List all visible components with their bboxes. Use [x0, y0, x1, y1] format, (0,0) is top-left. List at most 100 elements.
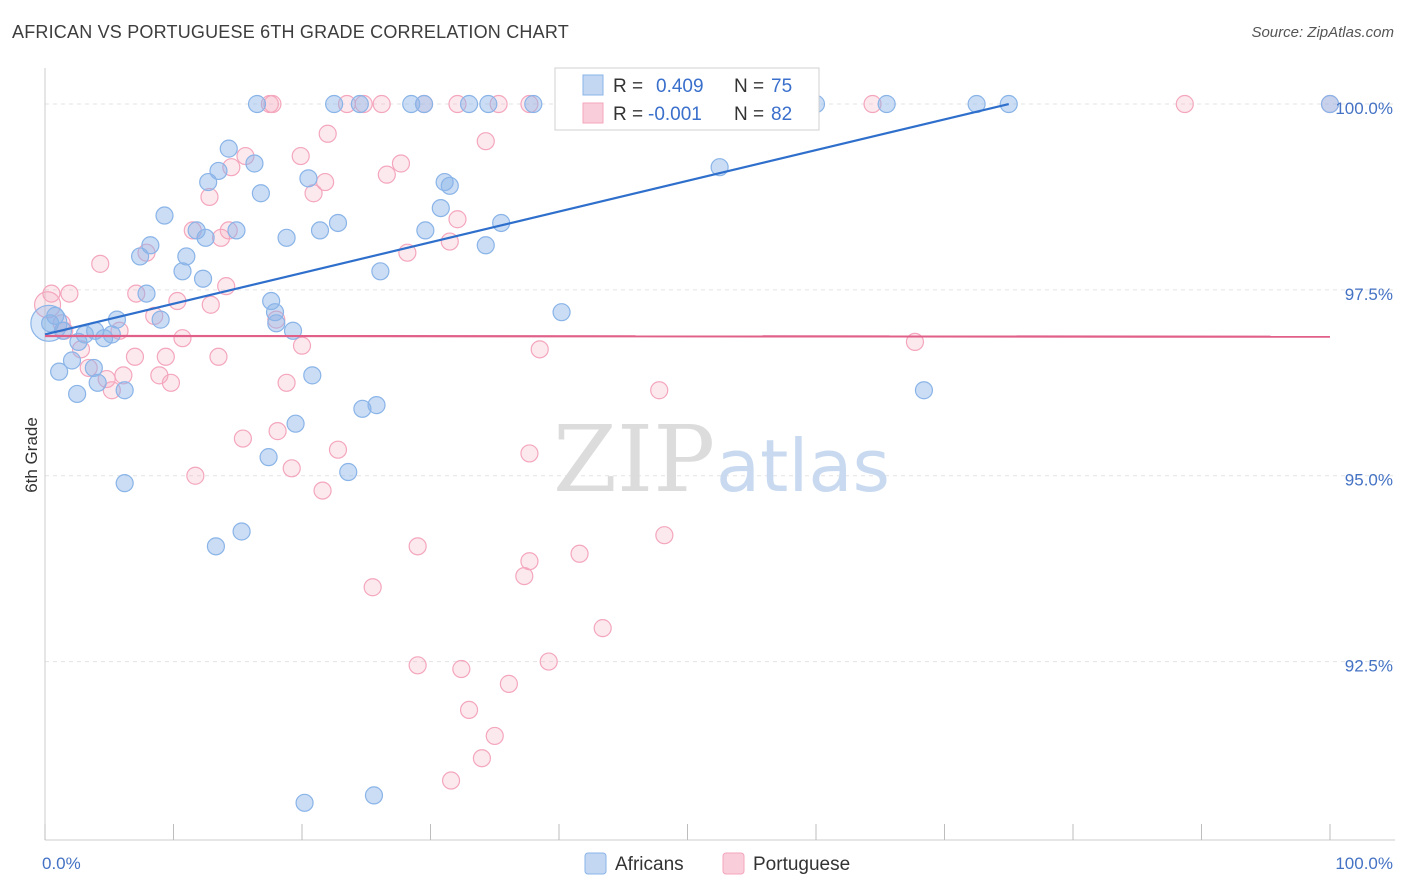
portuguese-point [354, 94, 373, 114]
africans-point [206, 537, 226, 556]
portuguese-point [441, 771, 461, 790]
portuguese-point [489, 94, 508, 114]
africans-point [371, 262, 390, 281]
portuguese-point [539, 652, 558, 671]
portuguese-point [318, 124, 337, 143]
africans-point [247, 94, 267, 114]
portuguese-point [650, 381, 669, 400]
portuguese-point [91, 254, 110, 273]
africans-point [199, 172, 218, 192]
africans-point [325, 94, 344, 114]
axes [44, 68, 1395, 841]
africans-point [68, 384, 87, 404]
series-legend-swatch-africans [584, 852, 607, 875]
africans-point [479, 94, 498, 114]
africans-point [877, 94, 896, 114]
portuguese-point [499, 674, 518, 693]
africans-point [431, 198, 450, 218]
legend-n-value-africans: 75 [771, 76, 792, 97]
portuguese-point [200, 187, 219, 207]
portuguese-point [42, 284, 61, 303]
portuguese-point [201, 295, 220, 314]
africans-point [267, 314, 286, 333]
portuguese-point [476, 132, 495, 151]
portuguese-point [459, 700, 479, 720]
africans-point [137, 284, 156, 303]
portuguese-point [363, 578, 382, 597]
portuguese-point [102, 381, 121, 400]
portuguese-point [408, 656, 427, 675]
portuguese-point [156, 347, 175, 366]
portuguese-point [377, 165, 396, 184]
portuguese-point [268, 422, 287, 441]
africans-point [367, 396, 386, 415]
portuguese-points [33, 94, 1340, 790]
africans-point [50, 362, 69, 381]
africans-point [339, 462, 358, 482]
portuguese-point [79, 358, 98, 378]
series-legend-swatch-portuguese [722, 852, 745, 875]
africans-point [299, 169, 318, 188]
africans-point [88, 373, 107, 392]
portuguese-point [391, 154, 411, 173]
portuguese-trend-line [44, 334, 1331, 338]
africans-point [177, 247, 196, 266]
legend-swatch-africans [582, 74, 604, 96]
africans-point [196, 228, 215, 247]
series-legend-label-portuguese: Portuguese [753, 854, 850, 875]
africans-point [524, 94, 543, 114]
africans-point [75, 325, 94, 344]
portuguese-point [1175, 94, 1194, 114]
africans-point [245, 154, 264, 173]
africans-point [209, 161, 228, 181]
africans-point [193, 269, 213, 288]
gridlines [45, 103, 1395, 663]
africans-point [46, 306, 65, 325]
portuguese-point [515, 566, 534, 586]
africans-point [353, 399, 372, 418]
africans-point [84, 358, 103, 378]
africans-point [476, 236, 495, 255]
y-tick-label: 97.5% [1345, 285, 1393, 304]
portuguese-point [452, 659, 471, 679]
africans-point [914, 381, 934, 400]
portuguese-point [209, 347, 228, 366]
africans-point [141, 236, 160, 255]
africans-point [295, 793, 314, 812]
portuguese-point [485, 726, 504, 746]
portuguese-point [277, 373, 296, 392]
africans-point [173, 262, 192, 281]
portuguese-point [328, 440, 348, 459]
series-legend-label-africans: Africans [615, 854, 684, 875]
africans-point [151, 310, 170, 329]
portuguese-point [448, 210, 467, 229]
portuguese-point [233, 429, 252, 448]
africans-point [130, 247, 150, 266]
portuguese-point [408, 537, 427, 556]
legend-n-label-portuguese: N = [734, 104, 764, 125]
portuguese-point [97, 369, 116, 389]
portuguese-point [263, 94, 282, 114]
legend-r-label-portuguese: R = [613, 104, 643, 125]
chart-source: Source: ZipAtlas.com [1251, 24, 1394, 41]
africans-trend-line [44, 102, 1010, 336]
portuguese-point [570, 544, 589, 563]
africans-point [259, 448, 278, 467]
africans-point [219, 139, 238, 158]
africans-point [310, 221, 330, 240]
africans-point [262, 291, 281, 311]
portuguese-point [520, 444, 539, 463]
portuguese-point [125, 347, 145, 366]
africans-point [328, 213, 348, 233]
portuguese-point [593, 619, 612, 638]
portuguese-point [863, 94, 882, 114]
y-tick-label: 100.0% [1335, 99, 1393, 118]
x-tick-label-min: 0.0% [42, 854, 81, 873]
africans-point [227, 221, 246, 240]
africans-point [303, 366, 322, 385]
africans-point [62, 351, 82, 370]
portuguese-point [313, 481, 332, 500]
trend-lines [44, 102, 1331, 338]
africans-point [155, 206, 174, 225]
